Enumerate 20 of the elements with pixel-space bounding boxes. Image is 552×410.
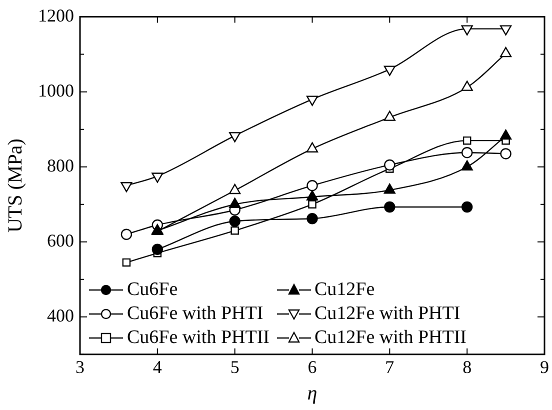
x-tick-label: 7 [385, 356, 394, 377]
legend-label: Cu6Fe with PHTI [127, 302, 264, 326]
x-tick-label: 3 [76, 356, 84, 377]
x-tick-label: 6 [308, 356, 317, 377]
legend-label: Cu12Fe with PHTI [314, 302, 460, 326]
x-tick-label: 8 [462, 356, 472, 377]
y-tick-label: 400 [47, 306, 74, 326]
legend-label: Cu6Fe with PHTII [127, 326, 270, 350]
legend-label: Cu6Fe [127, 278, 178, 302]
y-tick-label: 1200 [38, 6, 74, 26]
x-tick-label: 9 [540, 356, 549, 377]
y-tick-label: 800 [47, 156, 74, 176]
x-tick-label: 4 [152, 356, 162, 377]
legend-label: Cu12Fe [314, 278, 375, 302]
legend-label: Cu12Fe with PHTII [314, 326, 466, 350]
x-tick-label: 5 [230, 356, 240, 377]
y-axis-title: UTS (MPa) [4, 138, 26, 233]
x-axis-title: η [307, 382, 318, 404]
y-tick-label: 1000 [38, 80, 74, 101]
y-tick-label: 600 [47, 230, 74, 251]
